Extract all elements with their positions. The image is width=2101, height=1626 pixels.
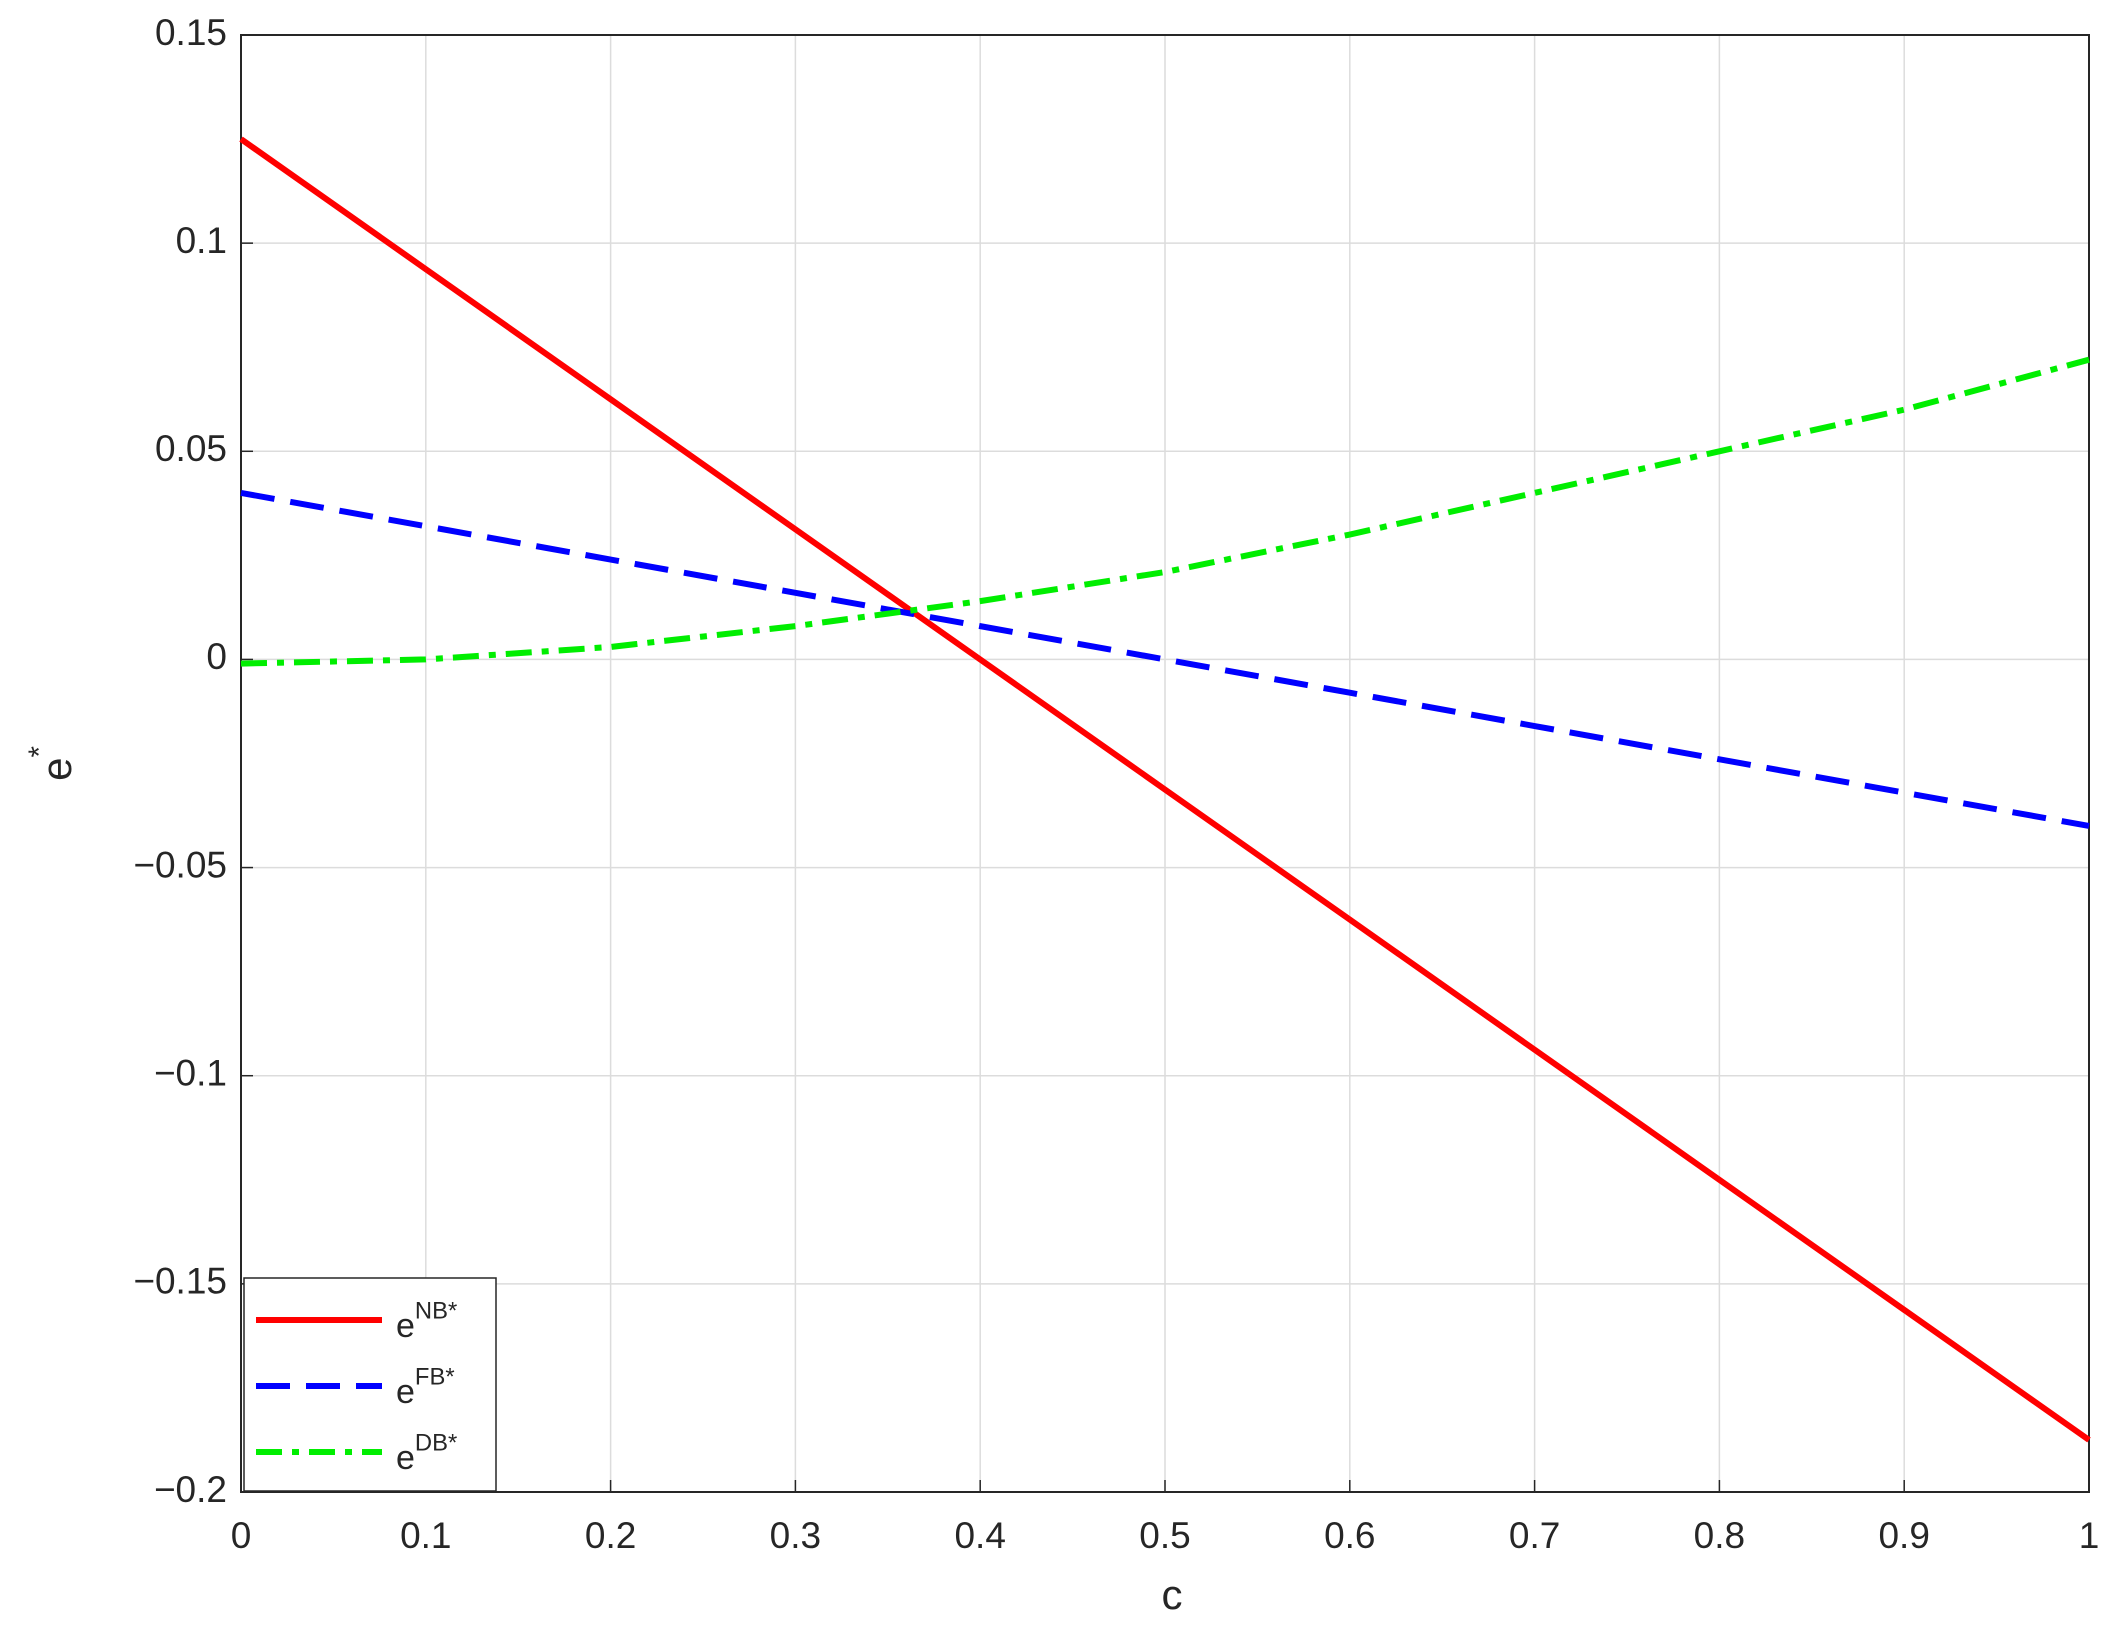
legend-label: eNB* — [396, 1298, 457, 1345]
y-tick-label: −0.1 — [154, 1052, 227, 1093]
y-tick-label: −0.05 — [133, 844, 227, 885]
x-tick-label: 1 — [2079, 1515, 2100, 1556]
y-tick-label: −0.2 — [154, 1469, 227, 1510]
x-tick-label: 0.4 — [954, 1515, 1005, 1556]
x-tick-label: 0.5 — [1139, 1515, 1190, 1556]
legend-label: eDB* — [396, 1430, 457, 1477]
x-tick-label: 0.9 — [1878, 1515, 1929, 1556]
x-tick-label: 0.6 — [1324, 1515, 1375, 1556]
y-tick-label: 0.05 — [155, 428, 227, 469]
x-tick-label: 0.1 — [400, 1515, 451, 1556]
y-tick-label: 0.1 — [176, 220, 227, 261]
series-line — [239, 136, 2091, 1443]
series-line — [240, 356, 2090, 667]
x-axis-label: c — [1162, 1571, 1183, 1618]
x-tick-label: 0.2 — [585, 1515, 636, 1556]
plot-frame — [240, 34, 2090, 1493]
series-line — [240, 489, 2090, 829]
legend-label: eFB* — [396, 1364, 455, 1411]
x-tick-label: 0 — [231, 1515, 252, 1556]
x-tick-label: 0.7 — [1509, 1515, 1560, 1556]
y-tick-label: −0.15 — [133, 1261, 227, 1302]
y-tick-label: 0 — [206, 636, 227, 677]
y-tick-label: 0.15 — [155, 12, 227, 53]
x-tick-label: 0.8 — [1694, 1515, 1745, 1556]
x-tick-label: 0.3 — [770, 1515, 821, 1556]
y-axis-label: e* — [23, 746, 80, 781]
